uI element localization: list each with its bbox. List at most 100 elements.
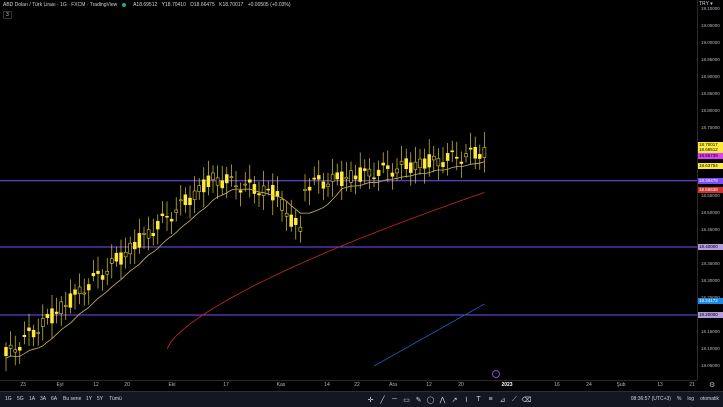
log-toggle[interactable]: log [687,396,695,402]
candle-body [59,301,63,314]
timeframe-button[interactable]: 1G [5,396,12,402]
candle-body [404,158,408,170]
candle-body [317,175,321,180]
percent-toggle[interactable]: % [676,396,682,402]
timeframe-button[interactable]: 6A [51,396,58,402]
price-tag: 18.59478 [698,177,723,184]
timeframe-button[interactable]: 1A [29,396,36,402]
price-axis-label: 18.85000 [701,91,720,96]
scroll-to-realtime-icon[interactable]: › [492,370,500,378]
trend-line-icon[interactable]: ╱ [380,396,385,404]
candle-body [31,329,36,338]
time-axis[interactable]: 23 Eyl 12 20 Eki 17 Kas 14 22 Ara 12 20 2023 16 24 Şub 1… [0,380,697,391]
crosshair-icon[interactable]: ✛ [367,396,374,404]
clock-display[interactable]: 08:36:57 (UTC+3) [630,396,671,402]
candle-body [211,172,215,181]
timeframe-button[interactable]: 1Y [86,396,93,402]
candle-body [432,155,436,161]
price-axis-label: 18.50000 [701,210,720,215]
horizontal-line-icon[interactable]: ─ [392,396,397,403]
candle-body [165,215,169,218]
price-chart[interactable] [0,0,697,380]
timeframe-button[interactable]: 5G [17,396,24,402]
pen-icon[interactable]: ✎ [415,396,422,404]
candle-body [156,221,160,230]
candle-body [4,347,8,357]
candle-body [482,147,487,158]
candle-body [160,213,165,217]
arrow-icon[interactable]: ↗ [451,396,458,404]
auto-scale-toggle[interactable]: otomatik [700,396,719,402]
symbol-legend[interactable]: ABD Doları / Türk Lirası · 1G · FXCM · T… [3,2,291,8]
timeframe-button[interactable]: Bu sene [63,396,82,402]
candle-body [82,292,86,295]
candle-body [473,146,477,159]
candle-body [73,289,77,295]
chart-area[interactable] [0,0,697,380]
timeframe-button[interactable]: 3A [40,396,47,402]
price-tag: 18.40000 [698,244,723,250]
text-icon[interactable]: T [476,396,481,403]
fib-icon[interactable]: ≡ [488,396,493,403]
candle-body [445,153,450,161]
candle-body [215,177,220,186]
candle-body [381,162,385,166]
candle-body [459,161,464,164]
candle-body [261,185,266,196]
candle-body [363,168,367,171]
candle-body [455,156,459,159]
legend-open: A18.69512 [133,2,158,8]
candle-body [298,226,303,232]
price-axis-label: 18.95000 [701,57,720,62]
moving-average-mid [166,192,485,350]
candle-body [386,165,390,169]
candle-body [169,218,174,222]
price-axis-label: 18.15000 [701,329,720,334]
price-tag: 18.63754 [698,163,723,170]
time-axis-label: 17 [223,382,229,388]
candle-body [436,158,441,167]
currency-selector[interactable]: TRY ▾ [699,1,713,7]
candle-body [41,318,45,327]
candle-body [367,168,372,177]
bottom-toolbar: 1G 5G 1A 3A 6A Bu sene 1Y 5Y Tümü ✛ ╱ ─ ▭ ✎ ◯ ⋀ … [0,391,723,407]
timeframe-button[interactable]: Tümü [109,396,122,402]
candle-body [349,170,353,183]
timeframe-button[interactable]: 5Y [97,396,104,402]
candle-body [478,154,482,159]
measure-icon[interactable]: ⊿ [499,396,506,404]
price-tag: 18.20000 [698,312,723,318]
time-axis-label: 20 [458,382,464,388]
price-axis-label: 18.30000 [701,278,720,283]
candle-body [303,189,307,191]
ellipse-icon[interactable]: ◯ [426,396,435,404]
symbol-title[interactable]: ABD Doları / Türk Lirası · 1G · FXCM · T… [3,2,118,8]
price-axis-label: 18.45000 [701,227,720,232]
candle-body [22,334,27,337]
candle-body [174,209,178,213]
brush-icon[interactable]: ⟋ [512,395,517,403]
candle-body [133,242,137,250]
candle-body [238,190,243,193]
polyline-icon[interactable]: ⌇ [464,396,469,404]
eraser-icon[interactable]: ⌫ [521,396,532,404]
indicators-collapse-toggle[interactable]: 3 [3,11,12,19]
candle-body [335,172,339,180]
candle-body [441,162,445,168]
gear-icon[interactable]: ⚙ [709,382,716,389]
candle-body [248,179,252,183]
price-axis-label: 18.25000 [701,295,720,300]
rectangle-icon[interactable]: ▭ [403,396,410,404]
candle-body [197,185,201,192]
candle-body [372,177,376,180]
candle-body [399,160,404,165]
time-axis-label: 14 [324,382,330,388]
candle-body [243,183,247,186]
price-axis-label: 18.05000 [701,363,720,368]
candle-body [13,349,17,353]
price-axis[interactable]: 19.10000 19.05000 19.00000 18.95000 18.90000… [697,0,723,380]
candle-body [312,177,316,180]
candle-body [252,184,257,194]
candle-body [294,218,298,225]
path-icon[interactable]: ⋀ [439,396,446,404]
